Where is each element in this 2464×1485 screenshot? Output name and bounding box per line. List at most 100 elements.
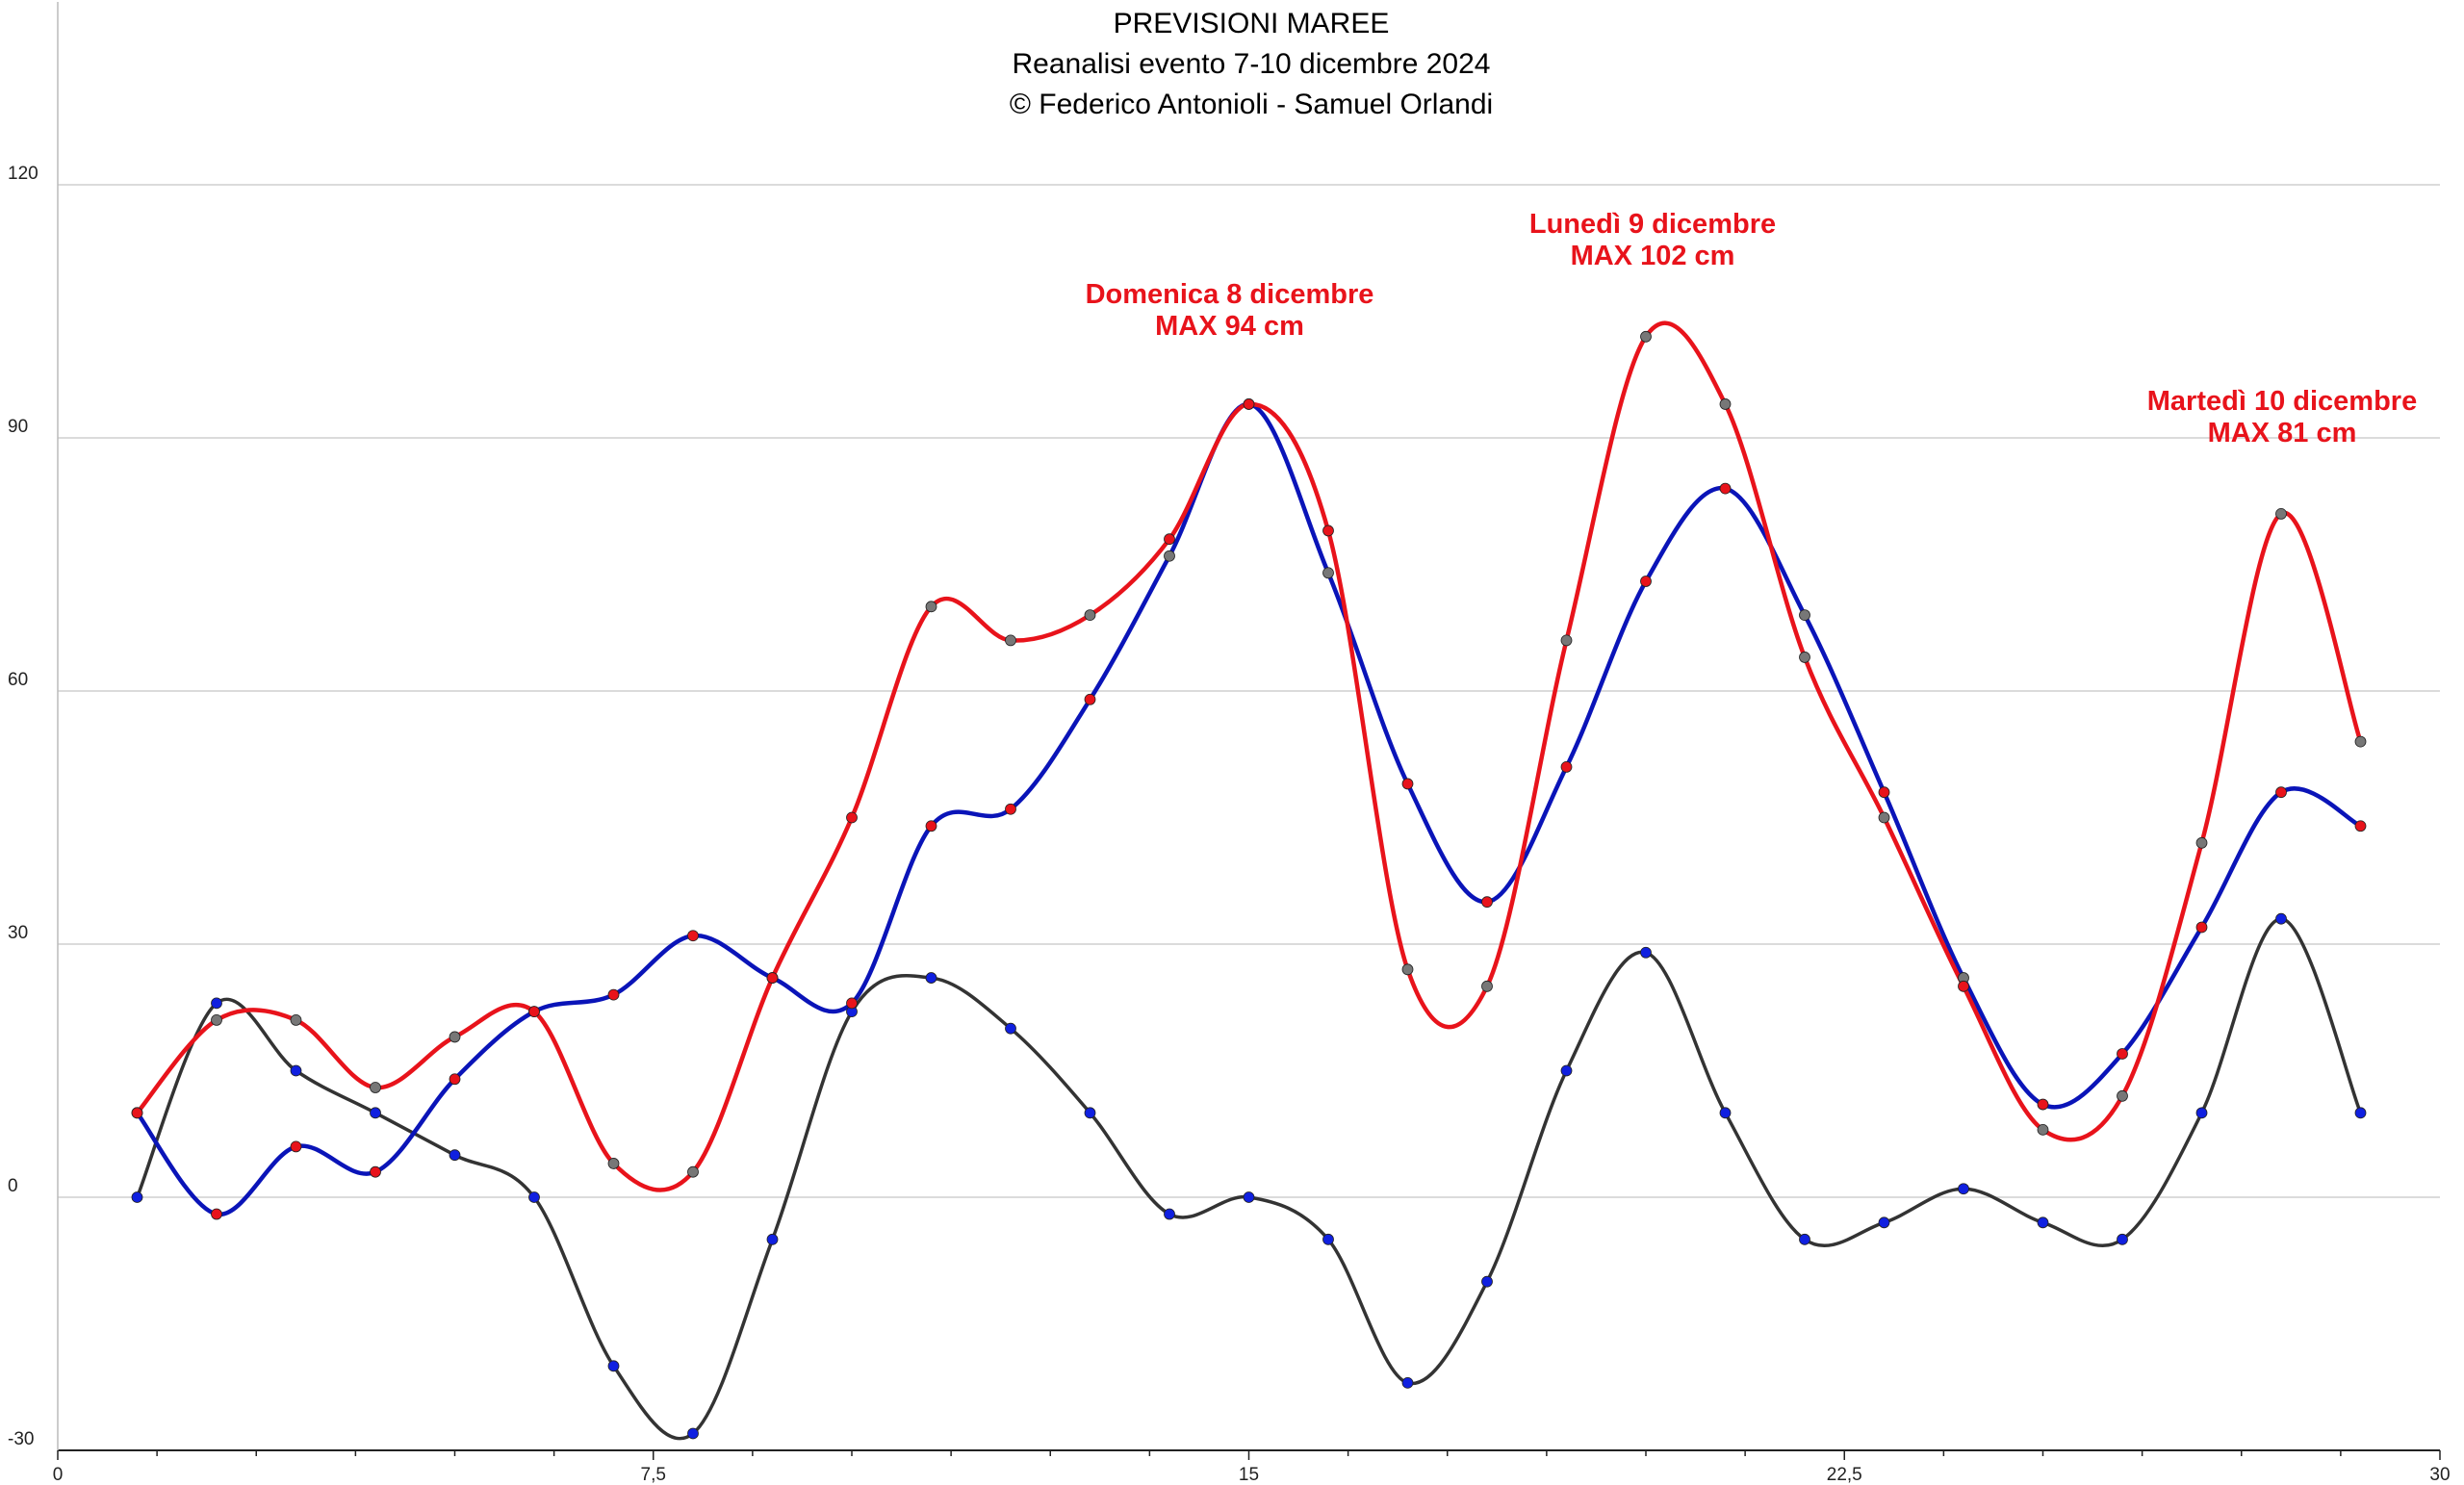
annotation-max: MAX 81 cm [2208, 418, 2357, 448]
data-point-nero [607, 1360, 620, 1372]
data-point-blu [1560, 761, 1573, 773]
data-point-blu [846, 997, 858, 1010]
data-point-nero [1005, 1022, 1016, 1035]
data-point-rosso [1005, 634, 1016, 647]
data-point-rosso [449, 1031, 461, 1043]
data-point-rosso [211, 1014, 222, 1026]
data-point-rosso [1719, 398, 1732, 410]
data-point-blu [2117, 1048, 2128, 1060]
data-point-blu [607, 988, 620, 1001]
data-point-nero [528, 1191, 540, 1203]
data-point-rosso [1640, 330, 1652, 343]
data-point-blu [290, 1140, 302, 1153]
data-point-rosso [1958, 980, 1969, 992]
annotation-day: Domenica 8 dicembre [1086, 279, 1374, 310]
data-point-rosso [1164, 533, 1175, 546]
data-point-blu [2354, 820, 2367, 832]
title-line-3: © Federico Antonioli - Samuel Orlandi [1010, 89, 1493, 120]
data-point-rosso [290, 1014, 302, 1026]
data-point-blu [370, 1165, 381, 1178]
data-point-nero [2117, 1233, 2128, 1245]
data-point-nero [1084, 1107, 1096, 1119]
data-point-rosso [1322, 525, 1334, 537]
data-point-rosso [925, 601, 937, 613]
data-point-rosso [370, 1082, 381, 1093]
data-point-rosso [2117, 1089, 2128, 1102]
data-point-rosso [2354, 735, 2367, 748]
data-point-rosso [2195, 836, 2208, 849]
data-point-rosso [846, 811, 858, 824]
data-point-rosso [528, 1006, 540, 1018]
data-point-rosso [1799, 652, 1810, 663]
data-point-nero [2354, 1107, 2367, 1119]
data-point-nero [1958, 1183, 1969, 1195]
data-point-rosso [607, 1158, 620, 1169]
data-point-nero [1560, 1064, 1573, 1077]
data-point-rosso [1878, 811, 1890, 824]
x-tick-label: 0 [53, 1465, 64, 1485]
title-line-1: PREVISIONI MAREE [1114, 8, 1390, 39]
data-point-blu [1640, 576, 1652, 587]
y-tick-label: 30 [8, 923, 28, 943]
data-point-blu [2037, 1098, 2049, 1111]
data-point-nero [2037, 1216, 2049, 1229]
series-line-rosso [135, 320, 2363, 1192]
data-point-blu [687, 930, 699, 942]
data-point-rosso [2037, 1123, 2049, 1136]
data-point-nero [1322, 1233, 1334, 1245]
data-point-nero [1401, 1376, 1414, 1389]
data-point-nero [2275, 912, 2287, 925]
annotation-day: Lunedì 9 dicembre [1529, 209, 1776, 240]
data-point-nero [1640, 946, 1652, 959]
x-tick-label: 30 [2429, 1465, 2450, 1485]
data-point-nero [1878, 1216, 1890, 1229]
data-point-blu [1799, 609, 1810, 621]
data-point-blu [1401, 778, 1414, 790]
data-point-blu [2275, 786, 2287, 799]
data-point-nero [290, 1064, 302, 1077]
annotation-max: MAX 102 cm [1571, 241, 1735, 271]
data-point-rosso [687, 1165, 699, 1178]
axes: -30 0 30 60 90 120 0 7,5 15 22,5 30 [8, 2, 2451, 1485]
gridlines [58, 184, 2440, 1198]
data-point-blu [1084, 693, 1096, 705]
title-line-2: Reanalisi evento 7-10 dicembre 2024 [1013, 48, 1491, 80]
y-tick-label: 0 [8, 1176, 18, 1196]
y-tick-label: 60 [8, 670, 28, 690]
data-point-nero [766, 1233, 779, 1245]
data-point-blu [1719, 482, 1732, 495]
x-tick-label: 15 [1239, 1465, 1259, 1485]
data-point-blu [449, 1073, 461, 1086]
x-tick-label: 7,5 [641, 1465, 666, 1485]
data-point-nero [1164, 1208, 1175, 1220]
data-point-nero [449, 1149, 461, 1162]
annotation-day: Martedì 10 dicembre [2147, 386, 2417, 417]
data-point-blu [1164, 550, 1175, 562]
data-point-blu [1005, 803, 1016, 815]
chart-title: PREVISIONI MAREE Reanalisi evento 7-10 d… [1010, 8, 1493, 120]
data-point-nero [2195, 1107, 2208, 1119]
y-tick-label: -30 [8, 1429, 34, 1449]
data-point-blu [1481, 896, 1493, 909]
data-point-blu [925, 820, 937, 832]
data-point-nero [131, 1191, 143, 1203]
data-point-rosso [1401, 963, 1414, 976]
data-point-nero [687, 1427, 699, 1440]
data-point-nero [925, 972, 937, 984]
data-point-rosso [1243, 398, 1255, 410]
data-point-nero [1799, 1233, 1810, 1245]
data-point-rosso [1481, 980, 1493, 992]
data-point-nero [370, 1107, 381, 1119]
data-point-nero [1719, 1107, 1732, 1119]
series-markers [131, 330, 2367, 1440]
data-point-blu [1878, 786, 1890, 799]
data-point-rosso [2275, 508, 2287, 520]
data-point-rosso [766, 972, 779, 984]
data-point-rosso [131, 1107, 143, 1119]
annotation-max: MAX 94 cm [1155, 311, 1304, 342]
data-point-blu [1322, 567, 1334, 579]
data-point-rosso [1084, 609, 1096, 621]
